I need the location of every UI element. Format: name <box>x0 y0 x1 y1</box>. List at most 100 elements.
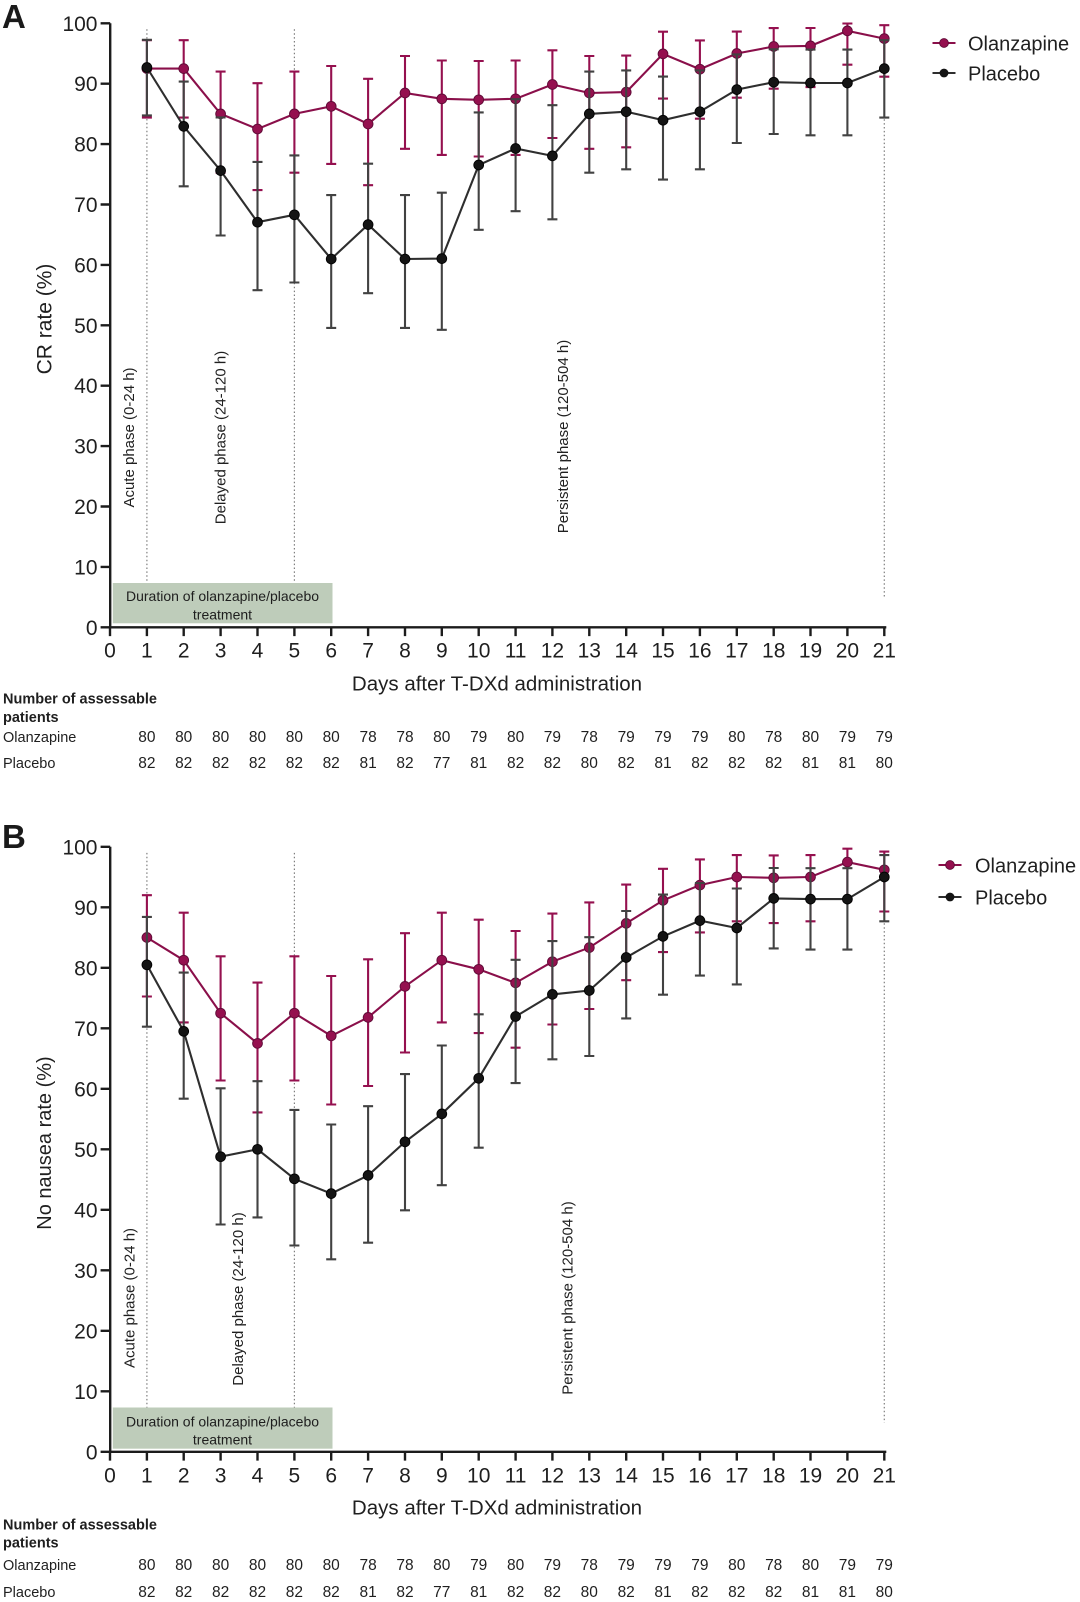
svg-text:82: 82 <box>323 755 340 772</box>
svg-text:79: 79 <box>470 729 487 746</box>
svg-text:80: 80 <box>433 729 451 746</box>
svg-text:100: 100 <box>62 836 97 859</box>
svg-text:Olanzapine: Olanzapine <box>968 34 1069 56</box>
svg-text:9: 9 <box>436 640 448 663</box>
svg-text:90: 90 <box>74 73 97 96</box>
svg-text:80: 80 <box>175 1557 193 1574</box>
svg-text:Delayed phase (24-120 h): Delayed phase (24-120 h) <box>230 1212 247 1385</box>
svg-text:6: 6 <box>325 1465 337 1488</box>
svg-text:81: 81 <box>802 1584 819 1601</box>
svg-text:79: 79 <box>876 729 893 746</box>
svg-text:10: 10 <box>467 640 490 663</box>
svg-text:3: 3 <box>215 1465 227 1488</box>
svg-text:82: 82 <box>507 1584 524 1601</box>
svg-text:21: 21 <box>873 1465 896 1488</box>
svg-text:0: 0 <box>104 640 116 663</box>
svg-text:Placebo: Placebo <box>975 888 1047 910</box>
svg-text:Acute phase (0-24 h): Acute phase (0-24 h) <box>121 1228 138 1368</box>
svg-text:82: 82 <box>618 1584 635 1601</box>
svg-text:50: 50 <box>74 315 97 338</box>
svg-text:80: 80 <box>286 729 304 746</box>
svg-text:81: 81 <box>359 1584 376 1601</box>
svg-text:60: 60 <box>74 254 97 277</box>
svg-text:Duration of olanzapine/placebo: Duration of olanzapine/placebo <box>126 1414 319 1430</box>
svg-text:82: 82 <box>212 1584 229 1601</box>
svg-text:Delayed phase (24-120 h): Delayed phase (24-120 h) <box>213 351 230 524</box>
svg-text:3: 3 <box>215 640 227 663</box>
svg-text:79: 79 <box>618 729 635 746</box>
svg-text:79: 79 <box>544 729 561 746</box>
svg-text:Persistent phase (120-504 h): Persistent phase (120-504 h) <box>555 340 572 533</box>
svg-text:20: 20 <box>74 1320 97 1343</box>
svg-text:100: 100 <box>62 13 97 36</box>
svg-text:82: 82 <box>765 1584 782 1601</box>
svg-text:78: 78 <box>396 729 413 746</box>
svg-text:78: 78 <box>359 729 376 746</box>
svg-text:81: 81 <box>654 1584 671 1601</box>
svg-text:79: 79 <box>691 729 708 746</box>
svg-text:7: 7 <box>362 640 374 663</box>
svg-text:82: 82 <box>175 755 192 772</box>
svg-text:20: 20 <box>836 1465 859 1488</box>
svg-text:Acute phase (0-24 h): Acute phase (0-24 h) <box>121 367 138 507</box>
svg-text:80: 80 <box>728 729 746 746</box>
svg-text:80: 80 <box>212 729 230 746</box>
svg-text:0: 0 <box>86 617 98 640</box>
svg-text:77: 77 <box>433 755 450 772</box>
svg-text:treatment: treatment <box>193 607 252 623</box>
svg-text:78: 78 <box>581 729 598 746</box>
svg-text:79: 79 <box>618 1557 635 1574</box>
svg-text:80: 80 <box>74 134 97 157</box>
svg-text:Placebo: Placebo <box>968 64 1040 86</box>
svg-text:79: 79 <box>691 1557 708 1574</box>
svg-text:81: 81 <box>359 755 376 772</box>
svg-text:50: 50 <box>74 1139 97 1162</box>
svg-text:Olanzapine: Olanzapine <box>3 730 76 746</box>
svg-text:11: 11 <box>505 640 527 663</box>
svg-text:6: 6 <box>325 640 337 663</box>
svg-text:80: 80 <box>876 755 894 772</box>
svg-text:4: 4 <box>252 1465 264 1488</box>
svg-text:82: 82 <box>175 1584 192 1601</box>
svg-text:81: 81 <box>470 1584 487 1601</box>
svg-text:Olanzapine: Olanzapine <box>975 856 1076 878</box>
svg-text:82: 82 <box>507 755 524 772</box>
svg-text:Placebo: Placebo <box>3 756 55 772</box>
svg-text:79: 79 <box>876 1557 893 1574</box>
svg-text:70: 70 <box>74 194 97 217</box>
svg-text:12: 12 <box>541 640 564 663</box>
svg-text:treatment: treatment <box>193 1432 252 1448</box>
svg-text:80: 80 <box>507 729 525 746</box>
svg-text:12: 12 <box>541 1465 564 1488</box>
svg-text:80: 80 <box>433 1557 451 1574</box>
svg-text:80: 80 <box>728 1557 746 1574</box>
svg-text:1: 1 <box>141 1465 153 1488</box>
svg-text:77: 77 <box>433 1584 450 1601</box>
svg-text:82: 82 <box>691 1584 708 1601</box>
svg-text:40: 40 <box>74 1199 97 1222</box>
svg-text:82: 82 <box>249 1584 266 1601</box>
svg-text:16: 16 <box>688 640 711 663</box>
svg-text:82: 82 <box>212 755 229 772</box>
svg-text:80: 80 <box>323 1557 341 1574</box>
svg-text:Number of assessable: Number of assessable <box>3 692 157 708</box>
svg-text:10: 10 <box>74 556 97 579</box>
svg-text:14: 14 <box>615 1465 639 1488</box>
svg-text:patients: patients <box>3 710 59 726</box>
svg-text:82: 82 <box>323 1584 340 1601</box>
svg-text:82: 82 <box>286 755 303 772</box>
svg-text:A: A <box>2 0 26 35</box>
svg-text:79: 79 <box>839 1557 856 1574</box>
svg-text:81: 81 <box>802 755 819 772</box>
svg-text:79: 79 <box>654 729 671 746</box>
svg-text:19: 19 <box>799 1465 822 1488</box>
svg-text:15: 15 <box>651 640 674 663</box>
svg-text:13: 13 <box>578 640 601 663</box>
svg-text:79: 79 <box>470 1557 487 1574</box>
svg-text:21: 21 <box>873 640 896 663</box>
svg-text:30: 30 <box>74 436 97 459</box>
svg-text:17: 17 <box>725 1465 748 1488</box>
svg-text:82: 82 <box>138 755 155 772</box>
svg-text:4: 4 <box>252 640 264 663</box>
svg-text:patients: patients <box>3 1536 59 1552</box>
